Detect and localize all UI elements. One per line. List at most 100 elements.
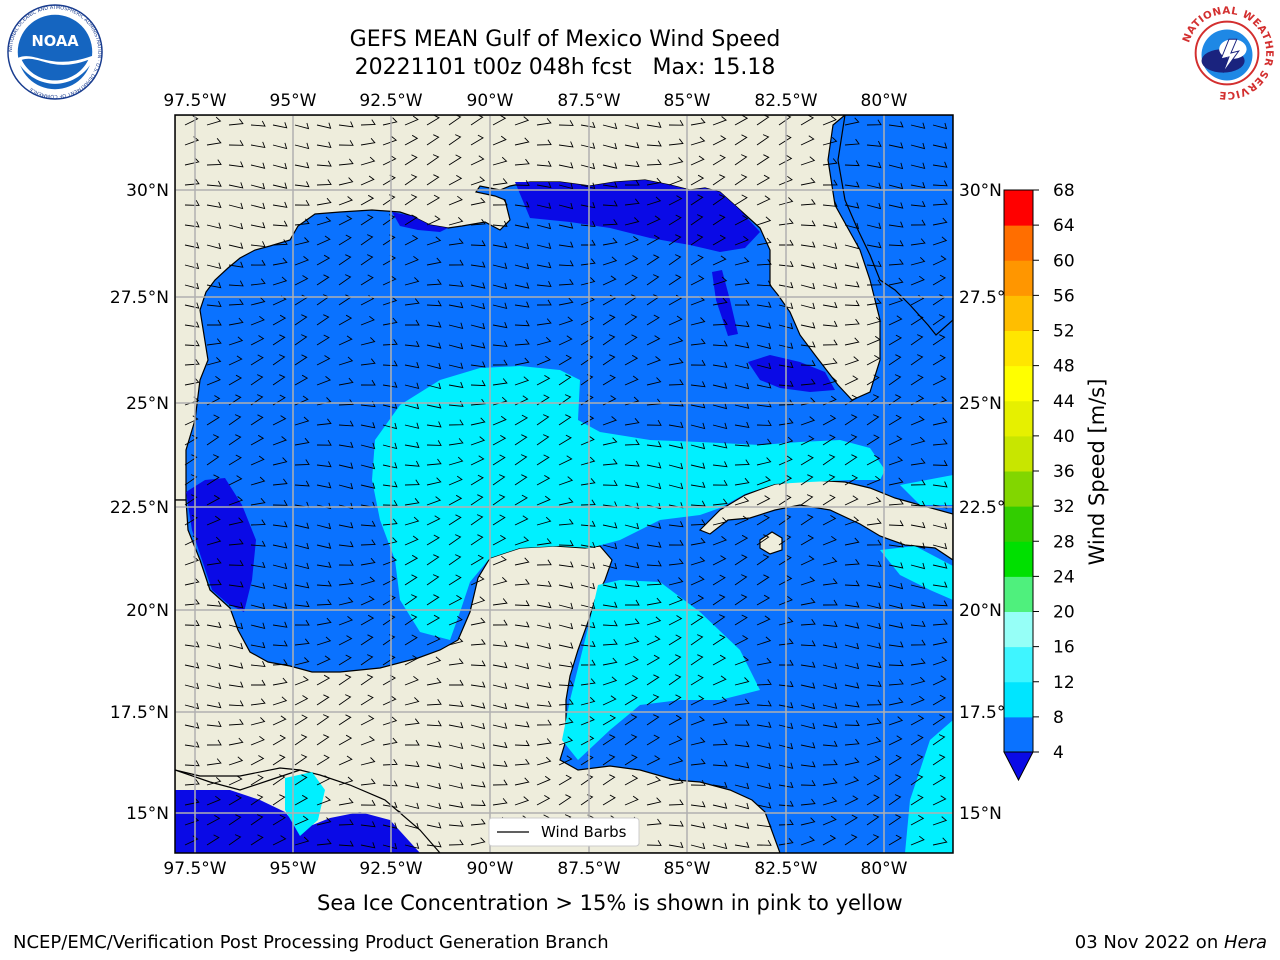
- wind-barb: [360, 736, 376, 746]
- wind-barb: [316, 580, 332, 587]
- wind-barb: [580, 582, 596, 590]
- wind-barb: [734, 515, 749, 526]
- wind-barb: [470, 474, 484, 486]
- wind-barb: [580, 142, 596, 149]
- wind-barb: [272, 276, 288, 286]
- wind-barb: [866, 680, 882, 687]
- wind-barb: [426, 134, 440, 146]
- wind-barb: [910, 238, 926, 246]
- wind-barb: [844, 414, 858, 426]
- wind-barb: [932, 694, 947, 706]
- wind-barb: [756, 762, 772, 770]
- wind-barb: [888, 162, 904, 170]
- wind-barb: [470, 176, 486, 186]
- wind-barb: [779, 239, 794, 246]
- wind-barb: [448, 281, 464, 287]
- wind-barb: [646, 274, 660, 286]
- wind-barb: [492, 340, 508, 347]
- wind-barb: [492, 722, 508, 729]
- wind-barb: [888, 121, 904, 128]
- wind-barb: [910, 521, 926, 529]
- calm-patch-texas: [392, 212, 448, 232]
- wind-barb: [228, 581, 244, 588]
- wind-barb: [756, 514, 770, 526]
- wind-barb: [602, 256, 618, 266]
- wind-barb: [404, 115, 419, 126]
- wind-barb: [778, 197, 794, 206]
- wind-barb: [734, 382, 750, 390]
- calm-patch-pacific: [175, 790, 420, 853]
- wind-barb: [822, 815, 837, 826]
- lon-label: 85°W: [664, 91, 711, 111]
- wind-barb: [580, 696, 596, 706]
- wind-barb: [316, 160, 332, 167]
- lon-label: 97.5°W: [163, 91, 226, 111]
- wind-barb: [800, 640, 816, 647]
- wind-barb: [360, 119, 376, 126]
- wind-barb: [184, 514, 198, 526]
- wind-barb: [316, 141, 332, 148]
- wind-barb: [206, 116, 222, 126]
- wind-barb: [360, 694, 374, 706]
- wind-barb: [624, 734, 638, 746]
- wind-barb: [250, 278, 266, 286]
- wind-barb: [800, 220, 816, 227]
- wind-barb: [844, 537, 860, 546]
- wind-barb: [734, 115, 749, 126]
- wind-barb: [690, 779, 706, 786]
- wind-barb: [470, 762, 486, 769]
- wind-barb: [646, 419, 662, 426]
- wind-barb: [800, 555, 815, 566]
- wind-barb: [514, 621, 530, 628]
- wind-barb: [448, 595, 463, 606]
- wind-barb: [734, 802, 750, 810]
- wind-barb: [932, 274, 947, 286]
- wind-barb: [932, 714, 946, 726]
- wind-barb: [404, 422, 420, 429]
- wind-barb: [228, 538, 244, 546]
- wind-barb: [800, 378, 816, 386]
- wind-barb: [470, 596, 486, 606]
- credit-left: NCEP/EMC/Verification Post Processing Pr…: [13, 932, 609, 953]
- wind-barb: [822, 158, 838, 166]
- wind-barb: [624, 161, 640, 168]
- wind-barb: [228, 336, 244, 346]
- wind-barb: [580, 520, 596, 527]
- wind-barb: [712, 442, 728, 449]
- wind-barb: [888, 754, 902, 766]
- wind-barb: [228, 737, 244, 746]
- wind-barb: [580, 221, 596, 228]
- wind-barb: [646, 335, 661, 346]
- wind-barb: [184, 682, 200, 690]
- wind-barb: [778, 261, 794, 268]
- wind-barb: [625, 599, 640, 606]
- wind-barb: [624, 236, 639, 246]
- wind-barb: [382, 339, 398, 346]
- wind-barb: [712, 479, 728, 486]
- wind-barb: [734, 614, 748, 626]
- wind-barb: [448, 456, 464, 466]
- wind-barb: [184, 200, 200, 206]
- wind-barb: [668, 674, 682, 686]
- wind-barb: [668, 634, 682, 646]
- wind-barb: [778, 702, 794, 709]
- wind-barb: [822, 721, 838, 729]
- wind-barb: [668, 799, 684, 806]
- wind-barb: [602, 676, 618, 686]
- wind-barb: [250, 259, 266, 266]
- wind-barb: [448, 514, 462, 526]
- wind-barb: [206, 739, 222, 746]
- wind-barb: [932, 161, 948, 168]
- wind-barb: [756, 821, 772, 828]
- wind-barb: [646, 694, 660, 706]
- wind-barb: [690, 695, 705, 706]
- wind-barb: [558, 736, 574, 746]
- colorbar-tick-label: 8: [1053, 708, 1064, 728]
- wind-barb: [184, 620, 200, 626]
- wind-barb: [668, 336, 684, 346]
- wind-barb: [338, 377, 354, 386]
- wind-barb: [404, 298, 420, 306]
- wind-barb: [822, 320, 838, 327]
- wind-barb: [536, 538, 552, 546]
- wind-barb: [448, 637, 464, 646]
